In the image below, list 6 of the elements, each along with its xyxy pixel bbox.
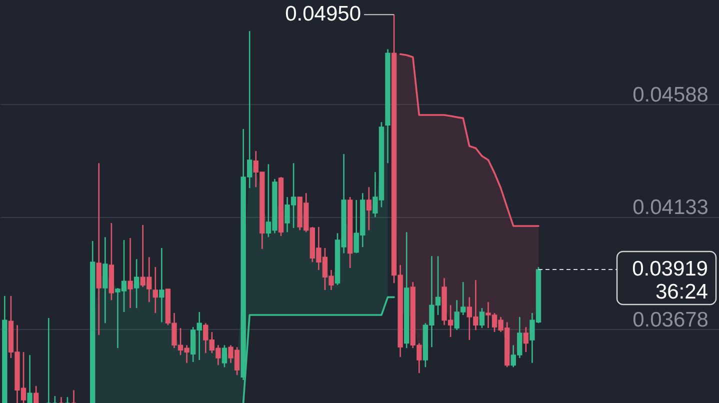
y-tick-label: 0.04588 (632, 84, 708, 107)
annotation: 36:24 (655, 280, 708, 304)
ref-line-label: 0.03919 (632, 257, 708, 280)
y-tick-label: 0.04133 (632, 196, 708, 220)
annotation: 0.04950 (285, 2, 362, 26)
y-tick-label: 0.03678 (632, 308, 708, 332)
